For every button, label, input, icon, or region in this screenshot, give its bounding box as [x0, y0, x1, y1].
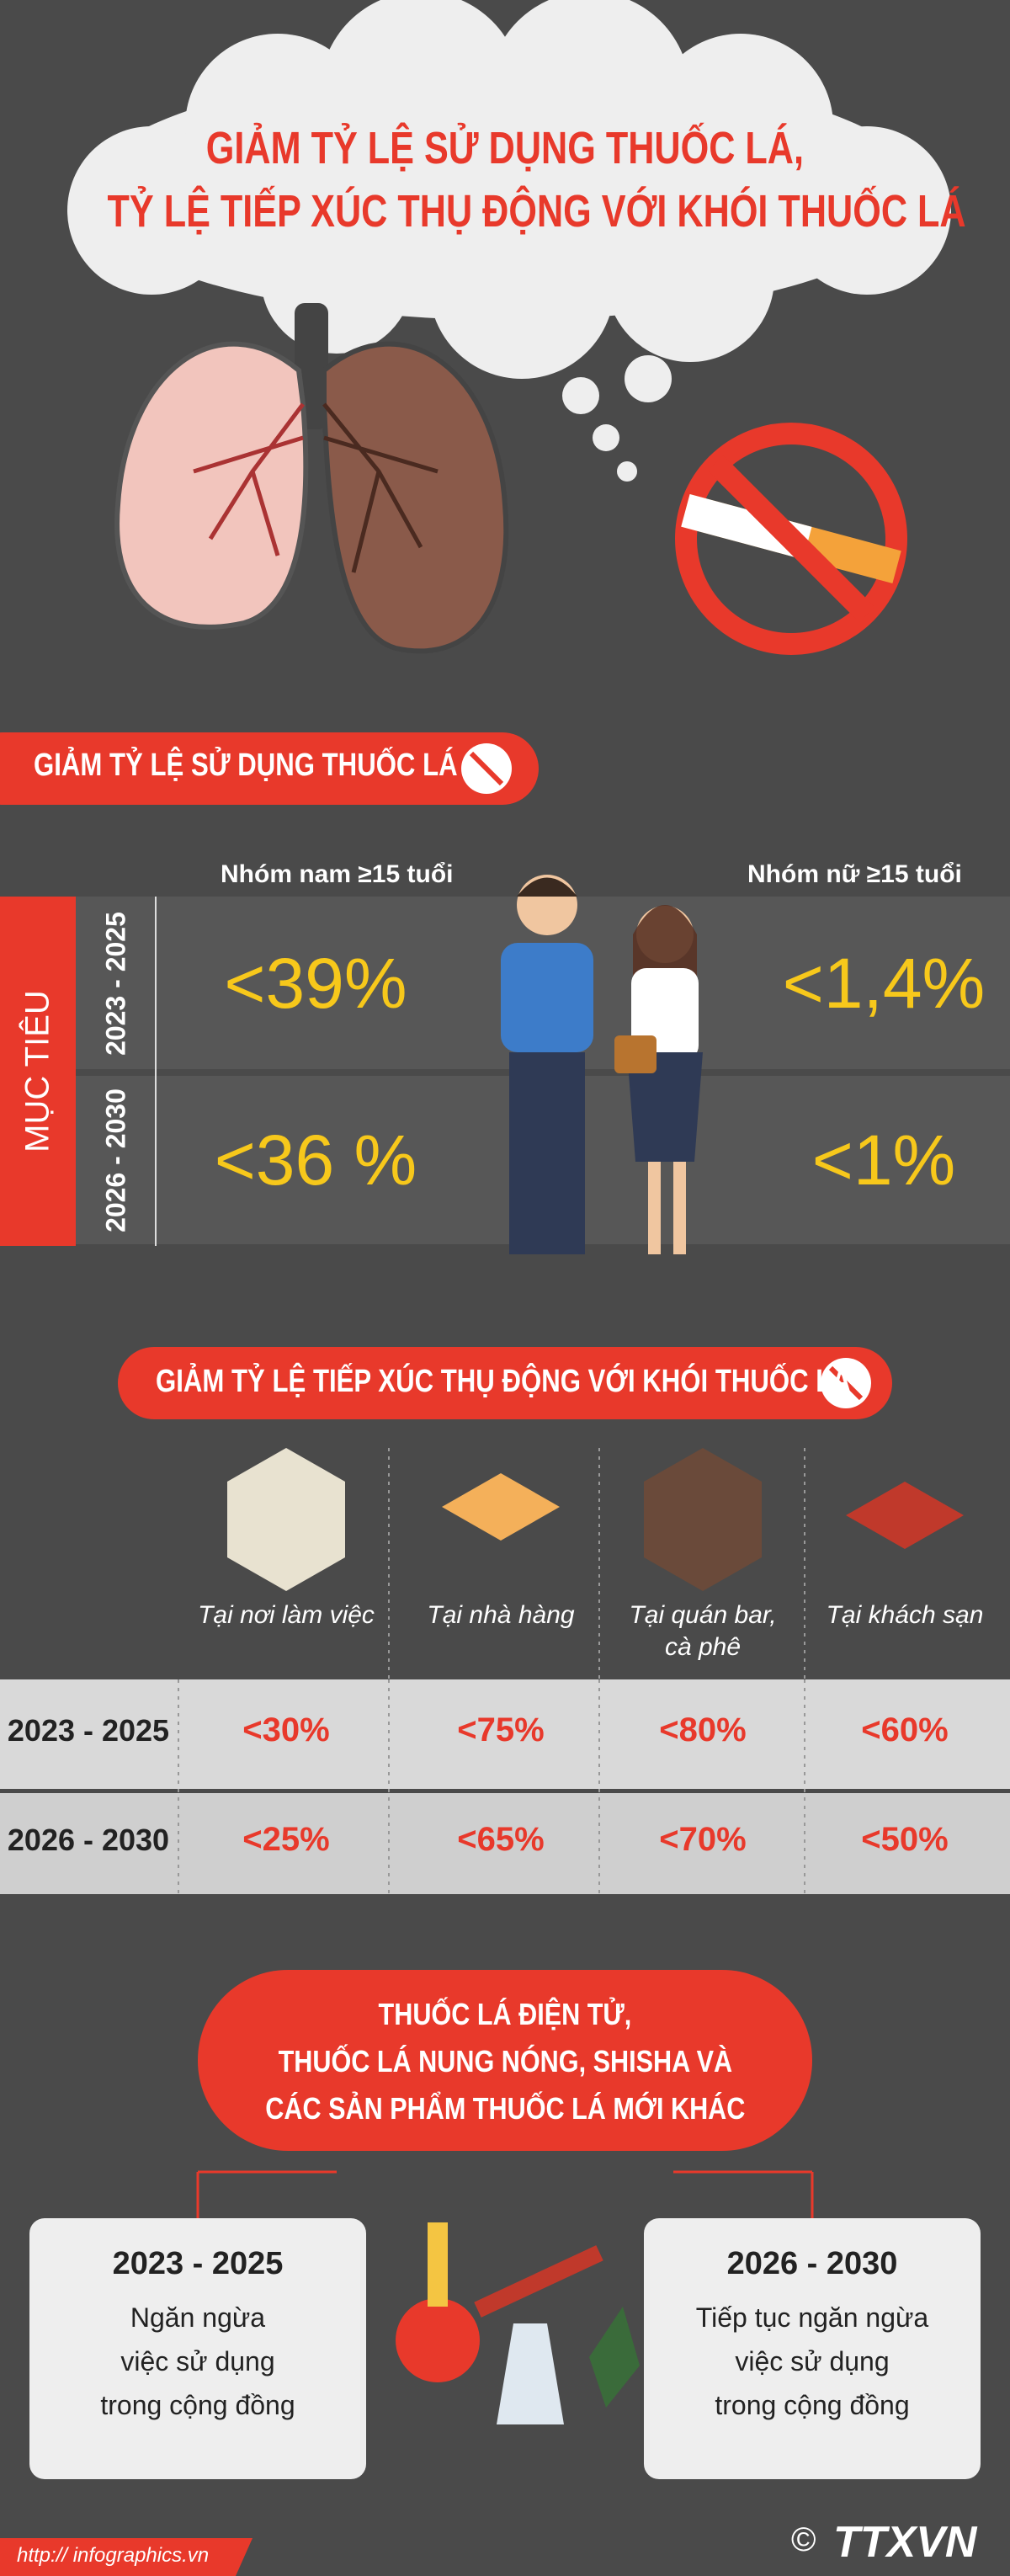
section-title: CÁC SẢN PHẨM THUỐC LÁ MỚI KHÁC	[198, 2091, 812, 2126]
phase-text: việc sử dụng	[735, 2346, 890, 2376]
phase-text: trong cộng đồng	[100, 2390, 295, 2420]
phase-box	[29, 2218, 366, 2479]
place-label: Tại nơi làm việc	[198, 1601, 375, 1629]
section-banner	[118, 1347, 892, 1419]
period: 2026 - 2030	[726, 2246, 898, 2281]
period: 2026 - 2030	[7, 1823, 170, 1857]
copyright: ©	[791, 2521, 816, 2558]
group-label: Nhóm nam ≥15 tuổi	[221, 860, 454, 888]
target-value: <1%	[811, 1120, 956, 1200]
place-label: Tại khách sạn	[826, 1601, 984, 1629]
target-value: <30%	[242, 1711, 330, 1748]
place-icons	[227, 1448, 964, 1591]
no-smoking-sign	[675, 423, 907, 655]
section-title: THUỐC LÁ NUNG NÓNG, SHISHA VÀ	[198, 2044, 812, 2079]
period: 2023 - 2025	[7, 1713, 170, 1748]
people	[501, 875, 703, 1254]
target-value: <75%	[457, 1711, 545, 1748]
table-row	[0, 1679, 1010, 1789]
target-value: <36 %	[214, 1120, 417, 1200]
target-value: <39%	[224, 944, 407, 1023]
hookah	[396, 2222, 640, 2424]
place-label: Tại quán bar,	[629, 1601, 777, 1629]
period: 2026 - 2030	[100, 1088, 131, 1232]
target-value: <70%	[659, 1821, 747, 1858]
section-banner	[198, 1970, 812, 2151]
phase-text: Tiếp tục ngăn ngừa	[695, 2302, 929, 2333]
target-value: <65%	[457, 1821, 545, 1858]
brand: TTXVN	[833, 2518, 977, 2567]
target-value: <25%	[242, 1821, 330, 1858]
period: 2023 - 2025	[112, 2246, 284, 2281]
table-row	[0, 1793, 1010, 1894]
lungs	[114, 303, 509, 654]
place-label: cà phê	[664, 1633, 742, 1661]
title: TỶ LỆ TIẾP XÚC THỤ ĐỘNG VỚI KHÓI THUỐC L…	[0, 185, 1010, 237]
target-value: <50%	[861, 1821, 949, 1858]
footer-url: http:// infographics.vn	[17, 2544, 210, 2567]
section-title: GIẢM TỶ LỆ TIẾP XÚC THỤ ĐỘNG VỚI KHÓI TH…	[156, 1364, 851, 1399]
target-label: MỤC TIÊU	[19, 990, 56, 1152]
target-value: <80%	[659, 1711, 747, 1748]
target-value: <60%	[861, 1711, 949, 1748]
section-title: THUỐC LÁ ĐIỆN TỬ,	[198, 1997, 812, 2032]
target-bar	[0, 897, 76, 1246]
section-banner	[0, 732, 539, 805]
place-label: Tại nhà hàng	[427, 1601, 575, 1629]
section-title: GIẢM TỶ LỆ SỬ DỤNG THUỐC LÁ	[34, 748, 458, 783]
title-line: TỶ LỆ TIẾP XÚC THỤ ĐỘNG VỚI KHÓI THUỐC L…	[107, 186, 966, 237]
title: GIẢM TỶ LỆ SỬ DỤNG THUỐC LÁ,	[0, 122, 1010, 174]
period: 2023 - 2025	[100, 912, 131, 1056]
phase-text: Ngăn ngừa	[130, 2302, 266, 2333]
phase-text: trong cộng đồng	[715, 2390, 910, 2420]
cloud	[67, 0, 951, 482]
title-line: CÁC SẢN PHẨM THUỐC LÁ MỚI KHÁC	[264, 2091, 746, 2126]
phase-text: việc sử dụng	[120, 2346, 275, 2376]
title-line: THUỐC LÁ ĐIỆN TỬ,	[378, 1997, 632, 2031]
phase-box	[644, 2218, 981, 2479]
footer-strip	[0, 2538, 252, 2576]
title-line: GIẢM TỶ LỆ SỬ DỤNG THUỐC LÁ,	[205, 123, 805, 173]
target-value: <1,4%	[782, 944, 986, 1023]
group-label: Nhóm nữ ≥15 tuổi	[747, 860, 962, 888]
title-line: THUỐC LÁ NUNG NÓNG, SHISHA VÀ	[278, 2044, 732, 2078]
